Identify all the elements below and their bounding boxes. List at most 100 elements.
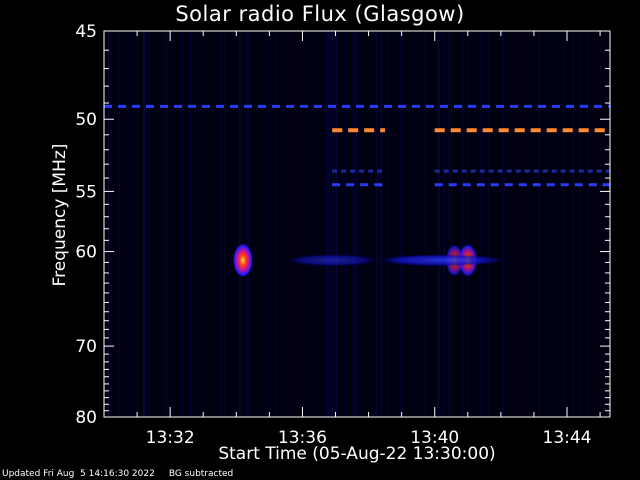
noise-streak <box>187 31 189 417</box>
noise-streak <box>316 31 318 417</box>
noise-streak <box>355 31 357 417</box>
noise-streak <box>400 31 402 417</box>
noise-streak <box>239 31 240 417</box>
noise-streak <box>172 31 174 417</box>
noise-streak <box>587 31 589 417</box>
noise-streak <box>326 31 328 417</box>
noise-streak <box>451 31 453 417</box>
emission-band <box>285 254 379 267</box>
plot-frame <box>103 30 611 418</box>
noise-streak <box>237 31 239 417</box>
noise-streak <box>308 31 310 417</box>
noise-streak <box>557 31 559 417</box>
noise-streak <box>502 31 504 417</box>
plot-background <box>104 31 610 417</box>
noise-streak <box>332 31 334 417</box>
noise-streak <box>461 31 463 417</box>
noise-streak <box>448 31 450 417</box>
noise-streak <box>438 31 440 417</box>
noise-streak <box>380 31 382 417</box>
noise-streak <box>379 31 381 417</box>
noise-streak <box>402 31 404 417</box>
chart-title: Solar radio Flux (Glasgow) <box>175 2 465 26</box>
noise-streak <box>439 31 440 417</box>
noise-streak <box>247 31 249 417</box>
noise-streak <box>573 31 574 417</box>
noise-streak <box>538 31 540 417</box>
noise-streak <box>164 31 166 417</box>
noise-streak <box>352 31 354 417</box>
noise-streak <box>198 31 200 417</box>
spectrogram-features <box>104 31 610 417</box>
noise-streak <box>144 31 146 417</box>
noise-streak <box>190 31 192 417</box>
noise-streak <box>552 31 554 417</box>
noise-streak <box>334 31 336 417</box>
noise-streak <box>136 31 138 417</box>
noise-streak <box>212 31 214 417</box>
noise-streak <box>193 31 195 417</box>
noise-streak <box>482 31 484 417</box>
noise-streak <box>354 31 355 417</box>
noise-streak <box>143 31 144 417</box>
noise-streak <box>224 31 226 417</box>
emission-band <box>378 254 505 267</box>
noise-streak <box>377 31 379 417</box>
noise-streak <box>329 31 331 417</box>
noise-streak <box>387 31 389 417</box>
x-tick-label: 13:32 <box>146 428 195 448</box>
noise-streak <box>145 31 147 417</box>
y-tick-label: 60 <box>75 243 97 263</box>
noise-streak <box>118 31 120 417</box>
noise-streak <box>375 31 377 417</box>
noise-streak <box>356 31 358 417</box>
noise-streak <box>488 31 489 417</box>
noise-streak <box>562 31 564 417</box>
noise-streak <box>240 31 242 417</box>
noise-streak <box>181 31 183 417</box>
noise-streak <box>371 31 373 417</box>
noise-streak <box>332 31 334 417</box>
noise-streak <box>220 31 222 417</box>
noise-streak <box>245 31 247 417</box>
noise-streak <box>282 31 283 417</box>
processing-mode: BG subtracted <box>168 469 234 479</box>
noise-streak <box>274 31 276 417</box>
x-tick-label: 13:36 <box>278 428 327 448</box>
radio-burst <box>232 243 253 278</box>
noise-streak <box>444 31 445 417</box>
noise-streak <box>425 31 427 417</box>
noise-streak <box>579 31 581 417</box>
noise-streak <box>342 31 344 417</box>
noise-streak <box>436 31 438 417</box>
footer: Updated Fri Aug 5 14:16:30 2022 BG subtra… <box>2 469 247 479</box>
noise-streak <box>107 31 109 417</box>
noise-streak <box>444 31 445 417</box>
noise-streak <box>116 31 118 417</box>
noise-streak <box>145 31 147 417</box>
noise-streak <box>162 31 164 417</box>
noise-streak <box>331 31 333 417</box>
noise-streak <box>149 31 151 417</box>
x-tick-label: 13:44 <box>543 428 592 448</box>
y-tick-label: 55 <box>75 182 97 202</box>
noise-streak <box>189 31 191 417</box>
noise-streak <box>328 31 330 417</box>
noise-streak <box>326 31 328 417</box>
noise-streak <box>587 31 589 417</box>
noise-streak <box>325 31 327 417</box>
noise-streak <box>336 31 337 417</box>
noise-streak <box>409 31 411 417</box>
noise-streak <box>167 31 169 417</box>
noise-streak <box>220 31 222 417</box>
y-tick-label: 80 <box>75 408 97 428</box>
noise-streak <box>401 31 403 417</box>
y-tick-label: 45 <box>75 22 97 42</box>
noise-streak <box>128 31 130 417</box>
noise-streak <box>165 31 167 417</box>
noise-streak <box>239 31 241 417</box>
y-tick-label: 50 <box>75 110 97 130</box>
updated-timestamp: Updated Fri Aug 5 14:16:30 2022 <box>2 469 155 479</box>
x-axis-label: Start Time (05-Aug-22 13:30:00) <box>218 444 496 464</box>
